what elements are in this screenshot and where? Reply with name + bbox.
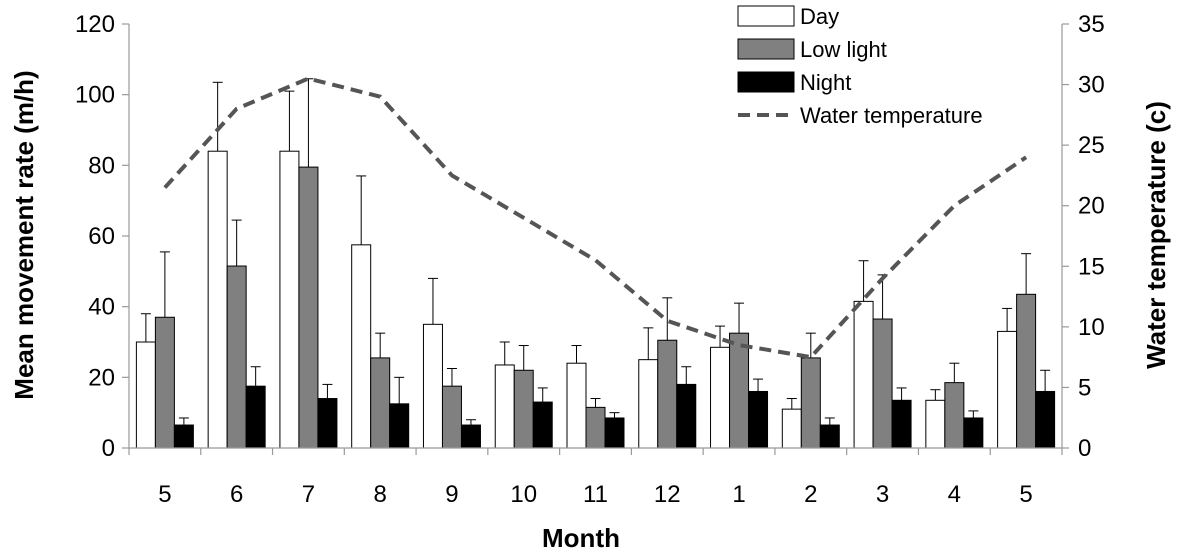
y2-tick-label: 10 xyxy=(1078,314,1105,341)
y2-tick-label: 35 xyxy=(1078,11,1105,38)
y2-tick-label: 30 xyxy=(1078,72,1105,99)
bar-day xyxy=(997,330,1018,449)
legend-label-day: Day xyxy=(800,4,839,29)
bar-low-light xyxy=(226,265,247,449)
y-tick-label: 40 xyxy=(88,294,115,321)
y-tick-label: 100 xyxy=(75,82,115,109)
bar-night xyxy=(1035,390,1056,449)
x-axis-title: Month xyxy=(542,523,620,553)
legend-swatch-low-light xyxy=(737,38,795,60)
x-tick-label: 5 xyxy=(1019,481,1032,508)
legend-label-night: Night xyxy=(800,70,851,95)
x-tick-label: 2 xyxy=(804,481,817,508)
bar-low-light xyxy=(729,332,750,449)
bar-day xyxy=(351,244,372,449)
x-tick-label: 10 xyxy=(510,481,537,508)
y-tick-label: 0 xyxy=(102,435,115,462)
x-tick-label: 11 xyxy=(583,481,608,508)
bar-low-light xyxy=(370,357,391,449)
bar-day xyxy=(638,359,659,449)
bar-day xyxy=(925,399,946,449)
y-tick-label: 120 xyxy=(75,11,115,38)
legend-swatch-day xyxy=(737,5,795,27)
y2-tick-label: 0 xyxy=(1078,435,1091,462)
y2-tick-label: 20 xyxy=(1078,193,1105,220)
x-tick-label: 3 xyxy=(876,481,889,508)
bar-night xyxy=(389,403,410,449)
y-tick-label: 60 xyxy=(88,223,115,250)
y2-ticks: 0 5 10 15 20 25 30 35 xyxy=(1062,11,1105,462)
y2-tick-label: 15 xyxy=(1078,253,1105,280)
y-axis-title: Mean movement rate (m/h) xyxy=(9,70,39,399)
x-tick-label: 5 xyxy=(158,481,171,508)
bar-night xyxy=(891,399,912,449)
bar-day xyxy=(494,364,515,449)
bar-low-light xyxy=(657,339,678,449)
bar-day xyxy=(207,150,228,449)
bar-night xyxy=(963,417,984,449)
x-tick-label: 12 xyxy=(654,481,681,508)
x-ticks: 5 6 7 8 9 10 11 12 1 2 3 4 5 xyxy=(128,448,1063,508)
bar-low-light xyxy=(944,382,965,449)
bar-night xyxy=(460,424,481,449)
water-temperature-line xyxy=(163,76,1028,360)
legend: Day Low light Night Water temperature xyxy=(737,4,983,128)
x-tick-label: 6 xyxy=(230,481,243,508)
error-bars xyxy=(140,78,1051,433)
y-tick-label: 80 xyxy=(88,152,115,179)
y-ticks: 0 20 40 60 80 100 120 xyxy=(75,11,129,462)
x-tick-label: 4 xyxy=(948,481,961,508)
y2-tick-label: 5 xyxy=(1078,374,1091,401)
legend-label-low-light: Low light xyxy=(800,37,887,62)
bar-low-light xyxy=(513,369,534,449)
bar-low-light xyxy=(585,406,606,449)
legend-swatch-night xyxy=(737,71,795,93)
y2-tick-label: 25 xyxy=(1078,132,1105,159)
x-tick-label: 7 xyxy=(302,481,315,508)
bar-night xyxy=(676,383,697,449)
x-tick-label: 8 xyxy=(374,481,387,508)
bar-night xyxy=(532,401,553,449)
bar-day xyxy=(135,341,156,449)
temperature-line-layer xyxy=(163,76,1028,360)
bar-night xyxy=(819,424,840,449)
bar-low-light xyxy=(872,318,893,449)
legend-label-water-temperature: Water temperature xyxy=(800,103,983,128)
bar-night xyxy=(173,424,194,449)
bar-low-light xyxy=(298,166,319,449)
bar-day xyxy=(781,408,802,449)
bar-night xyxy=(317,398,338,449)
bar-night xyxy=(748,390,769,449)
bar-day xyxy=(853,300,874,449)
bar-low-light xyxy=(441,385,462,449)
x-tick-label: 9 xyxy=(445,481,458,508)
bar-night xyxy=(245,385,266,449)
x-tick-label: 1 xyxy=(732,481,745,508)
bar-day xyxy=(710,346,731,449)
bar-night xyxy=(604,417,625,449)
bar-day xyxy=(566,362,587,449)
y-tick-label: 20 xyxy=(88,364,115,391)
bar-day xyxy=(279,150,300,449)
y2-axis-title: Water temperature (c) xyxy=(1141,101,1171,369)
bar-day xyxy=(422,323,443,449)
bar-low-light xyxy=(154,316,175,449)
bar-low-light xyxy=(1016,293,1037,449)
bar-low-light xyxy=(800,357,821,449)
